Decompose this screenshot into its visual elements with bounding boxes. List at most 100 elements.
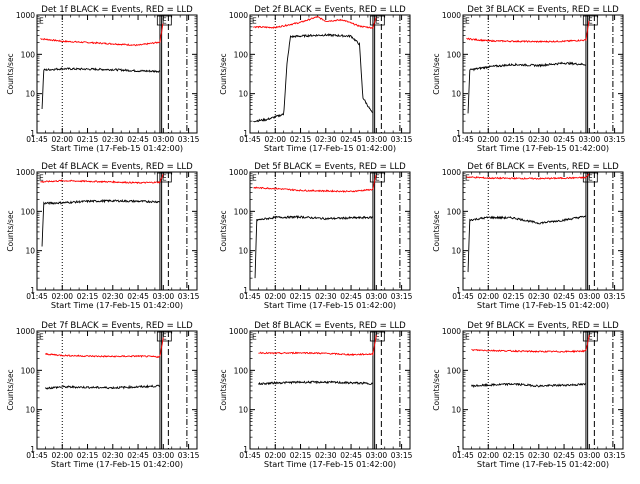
x-tick-label: 02:45 [127,135,149,144]
lld-series-line [471,334,590,353]
y-tick-label: 10 [238,247,248,256]
corner-flag-label: E [252,17,257,26]
x-tick-label: 02:30 [315,135,337,144]
y-tick-label: 10 [25,247,35,256]
x-tick-label: 02:00 [264,451,286,460]
flag-box [582,331,598,342]
x-tick-label: 03:15 [391,135,413,144]
x-tick-label: 03:15 [604,292,626,301]
lld-series-line [258,334,377,357]
panel-title: Det 4f BLACK = Events, RED = LLD [41,162,193,172]
x-tick-label: 02:00 [264,135,286,144]
x-axis-label: Start Time (17-Feb-15 01:42:00) [264,459,396,469]
x-tick-label: 03:00 [366,135,388,144]
lld-series-line [253,15,377,30]
y-tick-label: 1 [243,286,248,295]
y-tick-label: 1000 [442,327,461,336]
corner-flag-label: E [465,17,470,26]
corner-flag-label: E [252,174,257,183]
panel-title: Det 5f BLACK = Events, RED = LLD [254,162,406,172]
lld-series-line [45,337,164,359]
x-tick-label: 01:45 [239,135,261,144]
x-tick-label: 02:15 [503,135,525,144]
x-tick-label: 03:15 [604,135,626,144]
corner-flag-label: E [465,333,470,342]
events-series-line [253,33,373,123]
y-axis-label: Counts/sec [432,369,441,410]
y-tick-label: 100 [447,207,462,216]
x-tick-label: 02:15 [503,451,525,460]
x-tick-label: 01:45 [452,451,474,460]
y-axis-label: Counts/sec [432,210,441,251]
y-tick-label: 1000 [16,168,35,177]
flag-box [156,172,172,183]
x-tick-label: 02:15 [290,292,312,301]
plot-frame [462,330,624,450]
lld-series-line [466,20,590,43]
y-tick-label: 100 [21,50,36,59]
flag-label: E [375,333,380,342]
y-axis-label: Counts/sec [6,210,15,251]
panel-det-3: Det 3f BLACK = Events, RED = LLD 1 10 100 10… [432,5,626,153]
x-tick-label: 02:30 [102,135,124,144]
y-tick-label: 100 [234,366,249,375]
lld-series-line [253,174,377,193]
x-tick-label: 03:15 [391,451,413,460]
x-tick-label: 02:00 [264,292,286,301]
x-tick-label: 03:15 [178,292,200,301]
x-tick-label: 03:00 [366,292,388,301]
events-series-line [471,382,587,388]
flag-label: E [588,333,593,342]
x-tick-label: 02:30 [528,135,550,144]
x-tick-label: 02:15 [290,135,312,144]
lld-series-line [40,23,164,47]
y-tick-label: 100 [234,50,249,59]
flag-box [156,331,172,342]
x-tick-label: 02:15 [77,292,99,301]
corner-flag-label: E [39,17,44,26]
flag-label: E [588,174,593,183]
y-tick-label: 1 [243,445,248,454]
x-tick-label: 02:30 [315,451,337,460]
x-tick-label: 02:30 [102,451,124,460]
panel-det-6: Det 6f BLACK = Events, RED = LLD 1 10 100 10… [432,162,626,310]
flag-label: E [375,17,380,26]
x-tick-label: 02:45 [340,135,362,144]
x-tick-label: 02:45 [553,292,575,301]
corner-flag-label: E [465,174,470,183]
y-tick-label: 10 [25,90,35,99]
x-tick-label: 02:30 [528,292,550,301]
x-tick-label: 01:45 [26,451,48,460]
plot-frame [249,330,411,450]
plot-frame [249,171,411,291]
flag-box [582,15,598,26]
panel-title: Det 1f BLACK = Events, RED = LLD [41,5,193,15]
y-tick-label: 10 [451,247,461,256]
x-tick-label: 02:00 [51,451,73,460]
x-axis-label: Start Time (17-Feb-15 01:42:00) [477,459,609,469]
x-tick-label: 03:15 [604,451,626,460]
panel-title: Det 9f BLACK = Events, RED = LLD [467,321,619,331]
y-tick-label: 100 [447,366,462,375]
x-tick-label: 01:45 [452,292,474,301]
flag-label: E [162,333,167,342]
x-tick-label: 03:00 [579,451,601,460]
y-tick-label: 100 [234,207,249,216]
events-series-line [41,67,161,110]
plot-frame [462,171,624,291]
y-tick-label: 1 [456,445,461,454]
x-tick-label: 03:00 [366,451,388,460]
x-tick-label: 03:15 [178,451,200,460]
x-tick-label: 02:30 [528,451,550,460]
y-tick-label: 10 [25,406,35,415]
y-tick-label: 1 [243,129,248,138]
flag-box [156,15,172,26]
panel-title: Det 2f BLACK = Events, RED = LLD [254,5,406,15]
x-tick-label: 01:45 [239,451,261,460]
x-tick-label: 02:30 [102,292,124,301]
panel-title: Det 7f BLACK = Events, RED = LLD [41,321,193,331]
events-series-line [254,214,374,279]
x-tick-label: 02:15 [77,135,99,144]
